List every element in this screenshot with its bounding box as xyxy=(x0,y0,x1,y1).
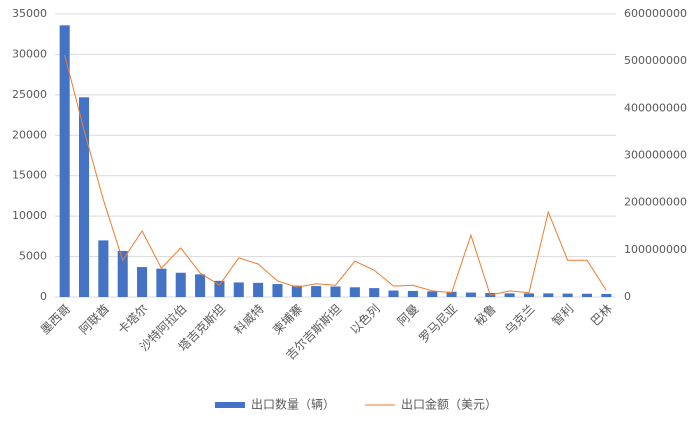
bar xyxy=(137,267,148,297)
y-tick-label: 5000 xyxy=(19,250,47,263)
x-tick-label: 秘鲁 xyxy=(472,302,499,329)
bar xyxy=(233,282,244,297)
bar xyxy=(465,292,476,297)
x-tick-label: 乌克兰 xyxy=(501,301,537,337)
y-tick-label: 0 xyxy=(40,290,47,303)
bar xyxy=(388,290,399,297)
y-tick-label: 25000 xyxy=(12,88,47,101)
bar xyxy=(407,290,418,297)
bar xyxy=(581,293,593,297)
y-tick-label: 10000 xyxy=(12,209,47,222)
bar xyxy=(98,240,109,297)
bar xyxy=(543,293,554,297)
x-tick-label: 阿曼 xyxy=(395,302,422,329)
bar xyxy=(156,268,167,297)
y2-tick-label: 300000000 xyxy=(624,149,687,162)
bar xyxy=(117,250,128,297)
bar xyxy=(504,293,515,297)
y-tick-label: 35000 xyxy=(12,7,47,20)
y-tick-label: 30000 xyxy=(12,47,47,60)
x-tick-label: 阿联酋 xyxy=(76,301,112,337)
y2-tick-label: 400000000 xyxy=(624,101,687,114)
x-tick-label: 智利 xyxy=(549,301,577,329)
bar xyxy=(175,272,186,297)
bar xyxy=(349,287,360,297)
bar xyxy=(601,293,612,297)
bar xyxy=(272,284,283,297)
bar xyxy=(291,285,302,297)
bar xyxy=(78,97,90,297)
y2-tick-label: 500000000 xyxy=(624,54,687,67)
x-tick-label: 罗马尼亚 xyxy=(416,302,460,346)
y2-tick-label: 200000000 xyxy=(624,196,687,209)
bar xyxy=(59,25,70,297)
bar xyxy=(311,286,322,297)
x-tick-label: 柬埔寨 xyxy=(269,301,305,337)
bar xyxy=(369,288,380,297)
y2-tick-label: 100000000 xyxy=(624,243,687,256)
y2-tick-label: 600000000 xyxy=(624,7,687,20)
bar xyxy=(195,274,206,297)
x-tick-label: 卡塔尔 xyxy=(115,301,151,337)
bar xyxy=(427,291,438,297)
y-tick-label: 15000 xyxy=(12,169,47,182)
y2-tick-label: 0 xyxy=(624,290,631,303)
bar xyxy=(330,286,341,297)
x-tick-label: 以色列 xyxy=(347,302,382,337)
line xyxy=(64,54,607,296)
x-tick-label: 科威特 xyxy=(231,301,267,337)
bar xyxy=(253,282,264,297)
bar xyxy=(562,293,573,297)
bar xyxy=(214,280,225,297)
legend-label: 出口金额（美元） xyxy=(401,397,497,412)
legend-swatch xyxy=(215,402,245,408)
bar xyxy=(523,293,534,297)
x-tick-label: 巴林 xyxy=(588,302,615,329)
bar xyxy=(446,291,457,297)
x-tick-label: 墨西哥 xyxy=(38,302,73,337)
y-tick-label: 20000 xyxy=(12,128,47,141)
legend-label: 出口数量（辆） xyxy=(251,397,335,412)
